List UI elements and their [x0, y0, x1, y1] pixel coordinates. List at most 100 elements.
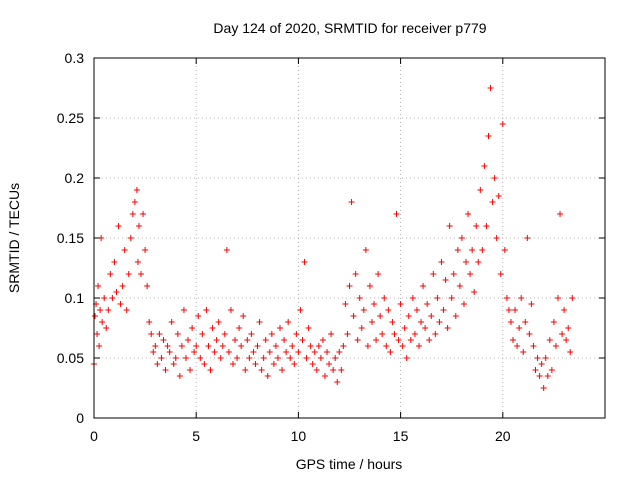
data-point: [160, 337, 167, 343]
data-point: [458, 235, 465, 241]
data-point: [567, 349, 574, 355]
data-point: [465, 211, 472, 217]
data-point: [358, 325, 365, 331]
data-point: [552, 343, 559, 349]
data-point: [236, 325, 243, 331]
data-point: [94, 331, 101, 337]
data-point: [499, 121, 506, 127]
chart-title: Day 124 of 2020, SRMTID for receiver p77…: [213, 20, 486, 36]
data-point: [315, 343, 322, 349]
data-point: [303, 355, 310, 361]
data-point: [503, 295, 510, 301]
data-point: [225, 349, 232, 355]
data-point: [368, 319, 375, 325]
data-point: [277, 325, 284, 331]
data-point: [550, 319, 557, 325]
data-point: [411, 331, 418, 337]
data-point: [407, 337, 414, 343]
data-point: [557, 211, 564, 217]
data-point: [295, 349, 302, 355]
data-point: [185, 337, 192, 343]
data-point: [475, 259, 482, 265]
data-point: [281, 337, 288, 343]
data-point: [164, 343, 171, 349]
data-point: [371, 301, 378, 307]
data-point: [565, 325, 572, 331]
data-point: [180, 307, 187, 313]
data-point: [448, 295, 455, 301]
data-point: [227, 307, 234, 313]
data-point: [520, 349, 527, 355]
data-point: [105, 307, 112, 313]
x-tick-label: 10: [291, 428, 307, 444]
grid-lines: [94, 58, 605, 418]
data-point: [111, 259, 118, 265]
data-point: [95, 283, 102, 289]
data-point: [201, 361, 208, 367]
data-point: [168, 319, 175, 325]
data-point: [444, 325, 451, 331]
data-point: [389, 319, 396, 325]
data-point: [442, 277, 449, 283]
data-point: [195, 313, 202, 319]
data-point: [289, 343, 296, 349]
data-point: [213, 337, 220, 343]
data-point: [199, 331, 206, 337]
data-point: [178, 343, 185, 349]
data-point: [424, 301, 431, 307]
data-point: [510, 337, 517, 343]
data-point: [193, 343, 200, 349]
data-point: [209, 325, 216, 331]
data-point: [377, 313, 384, 319]
data-point: [297, 307, 304, 313]
data-point: [532, 367, 539, 373]
data-point: [393, 211, 400, 217]
data-point: [142, 247, 149, 253]
data-point: [526, 331, 533, 337]
data-point: [272, 343, 279, 349]
data-point: [522, 319, 529, 325]
data-point: [479, 247, 486, 253]
data-point: [485, 133, 492, 139]
x-axis-label: GPS time / hours: [296, 456, 403, 472]
data-point: [354, 337, 361, 343]
data-point: [428, 313, 435, 319]
data-point: [319, 337, 326, 343]
data-point: [311, 349, 318, 355]
y-axis-label: SRMTID / TECUs: [6, 183, 22, 293]
data-point: [542, 355, 549, 361]
data-point: [246, 355, 253, 361]
data-point: [103, 325, 110, 331]
data-point: [148, 331, 155, 337]
data-point: [415, 343, 422, 349]
data-point: [182, 355, 189, 361]
data-point: [264, 373, 271, 379]
data-point: [530, 343, 537, 349]
data-point: [460, 301, 467, 307]
data-point: [493, 235, 500, 241]
data-point: [266, 349, 273, 355]
data-point: [135, 223, 142, 229]
data-point: [223, 247, 230, 253]
data-point: [240, 313, 247, 319]
data-point: [279, 367, 286, 373]
data-point: [422, 325, 429, 331]
data-point: [326, 361, 333, 367]
data-point: [166, 349, 173, 355]
data-point: [92, 313, 99, 319]
data-point: [125, 271, 132, 277]
data-point: [452, 313, 459, 319]
x-tick-label: 20: [495, 428, 511, 444]
data-point: [299, 337, 306, 343]
data-point: [150, 349, 157, 355]
data-point: [242, 367, 249, 373]
data-point: [381, 295, 388, 301]
data-point: [301, 259, 308, 265]
data-point: [244, 337, 251, 343]
data-point: [252, 361, 259, 367]
data-point: [559, 331, 566, 337]
data-point: [364, 343, 371, 349]
data-point: [395, 337, 402, 343]
data-point: [516, 325, 523, 331]
data-point: [156, 331, 163, 337]
